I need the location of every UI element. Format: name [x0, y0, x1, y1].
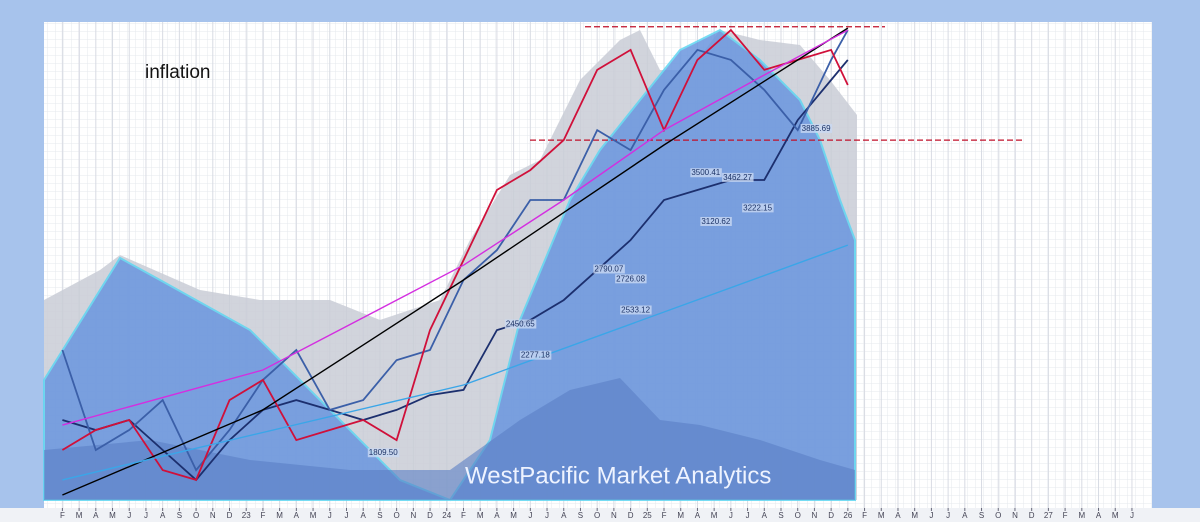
x-tick-label: J — [1130, 511, 1134, 520]
x-tick-label: A — [160, 511, 166, 520]
price-label: 3885.69 — [802, 124, 831, 133]
x-tick-label: N — [410, 511, 416, 520]
x-tick-label: J — [328, 511, 332, 520]
x-tick-label: N — [611, 511, 617, 520]
price-label: 3462.27 — [723, 173, 752, 182]
price-label: 1809.50 — [369, 448, 398, 457]
series-line — [62, 27, 849, 496]
x-tick-label: D — [628, 511, 634, 520]
x-tick-label: A — [93, 511, 99, 520]
blue-band-area — [43, 28, 856, 502]
x-tick-label: N — [812, 511, 818, 520]
x-tick-label: F — [461, 511, 466, 520]
x-tick-label: 25 — [643, 511, 652, 520]
x-tick-label: S — [377, 511, 382, 520]
x-tick-label: J — [344, 511, 348, 520]
x-tick-label: A — [895, 511, 901, 520]
x-tick-label: M — [1112, 511, 1119, 520]
x-tick-label: J — [528, 511, 532, 520]
x-tick-label: A — [1096, 511, 1102, 520]
price-label: 2533.12 — [621, 305, 650, 314]
price-label-bg — [690, 168, 722, 178]
price-label-bg — [700, 216, 732, 226]
price-label: 3222.15 — [743, 203, 772, 212]
x-tick-label: A — [962, 511, 968, 520]
x-tick-label: J — [545, 511, 549, 520]
price-label: 2450.65 — [506, 320, 535, 329]
price-label-bg — [615, 274, 647, 284]
x-tick-label: A — [695, 511, 701, 520]
x-tick-label: J — [929, 511, 933, 520]
x-tick-label: M — [878, 511, 885, 520]
x-tick-label: D — [1029, 511, 1035, 520]
price-label-bg — [519, 350, 552, 360]
chart-title: inflation — [145, 62, 211, 83]
x-tick-label: M — [510, 511, 517, 520]
x-tick-label: O — [995, 511, 1001, 520]
x-tick-label: J — [144, 511, 148, 520]
price-label-bg — [504, 319, 537, 329]
price-label: 2277.18 — [521, 351, 550, 360]
x-tick-label: O — [594, 511, 600, 520]
x-tick-label: M — [109, 511, 116, 520]
price-label-bg — [593, 264, 625, 274]
x-tick-label: J — [746, 511, 750, 520]
x-tick-label: S — [778, 511, 783, 520]
price-label: 3500.41 — [691, 168, 720, 177]
x-tick-label: M — [310, 511, 317, 520]
price-label: 3120.62 — [701, 217, 730, 226]
x-tick-label: M — [477, 511, 484, 520]
x-tick-label: A — [561, 511, 567, 520]
x-tick-label: S — [979, 511, 984, 520]
x-tick-label: A — [294, 511, 300, 520]
x-axis-strip — [0, 508, 1200, 522]
x-tick-label: N — [210, 511, 216, 520]
x-tick-label: 26 — [843, 511, 852, 520]
x-tick-label: O — [394, 511, 400, 520]
x-tick-label: M — [677, 511, 684, 520]
x-tick-label: 24 — [442, 511, 451, 520]
x-tick-label: F — [662, 511, 667, 520]
watermark: WestPacific Market Analytics — [465, 462, 771, 489]
series-line — [61, 28, 849, 481]
x-tick-label: A — [762, 511, 768, 520]
x-tick-label: J — [127, 511, 131, 520]
dark-volume-area — [44, 378, 855, 500]
series-line — [62, 244, 849, 481]
x-tick-label: N — [1012, 511, 1018, 520]
x-tick-label: 27 — [1044, 511, 1053, 520]
x-tick-label: A — [494, 511, 500, 520]
x-tick-label: O — [795, 511, 801, 520]
price-label-bg — [742, 203, 774, 213]
x-tick-label: M — [276, 511, 283, 520]
x-tick-label: F — [1063, 511, 1068, 520]
price-label: 2790.07 — [594, 264, 623, 273]
price-label-bg — [722, 172, 754, 182]
x-tick-label: O — [193, 511, 199, 520]
x-tick-label: 23 — [242, 511, 251, 520]
x-tick-label: J — [946, 511, 950, 520]
x-tick-label: F — [862, 511, 867, 520]
x-tick-label: D — [227, 511, 233, 520]
x-tick-label: M — [76, 511, 83, 520]
x-tick-label: D — [828, 511, 834, 520]
price-label-bg — [620, 305, 652, 315]
series-line — [62, 29, 849, 426]
price-label-bg — [367, 448, 400, 458]
x-tick-label: F — [60, 511, 65, 520]
x-tick-label: S — [177, 511, 182, 520]
x-tick-label: M — [711, 511, 718, 520]
x-tick-label: J — [729, 511, 733, 520]
x-tick-label: S — [578, 511, 583, 520]
x-tick-label: F — [260, 511, 265, 520]
x-tick-label: M — [1078, 511, 1085, 520]
price-label-bg — [800, 123, 833, 133]
x-tick-label: A — [361, 511, 367, 520]
x-tick-label: D — [427, 511, 433, 520]
x-tick-label: M — [911, 511, 918, 520]
price-label: 2726.08 — [616, 274, 645, 283]
